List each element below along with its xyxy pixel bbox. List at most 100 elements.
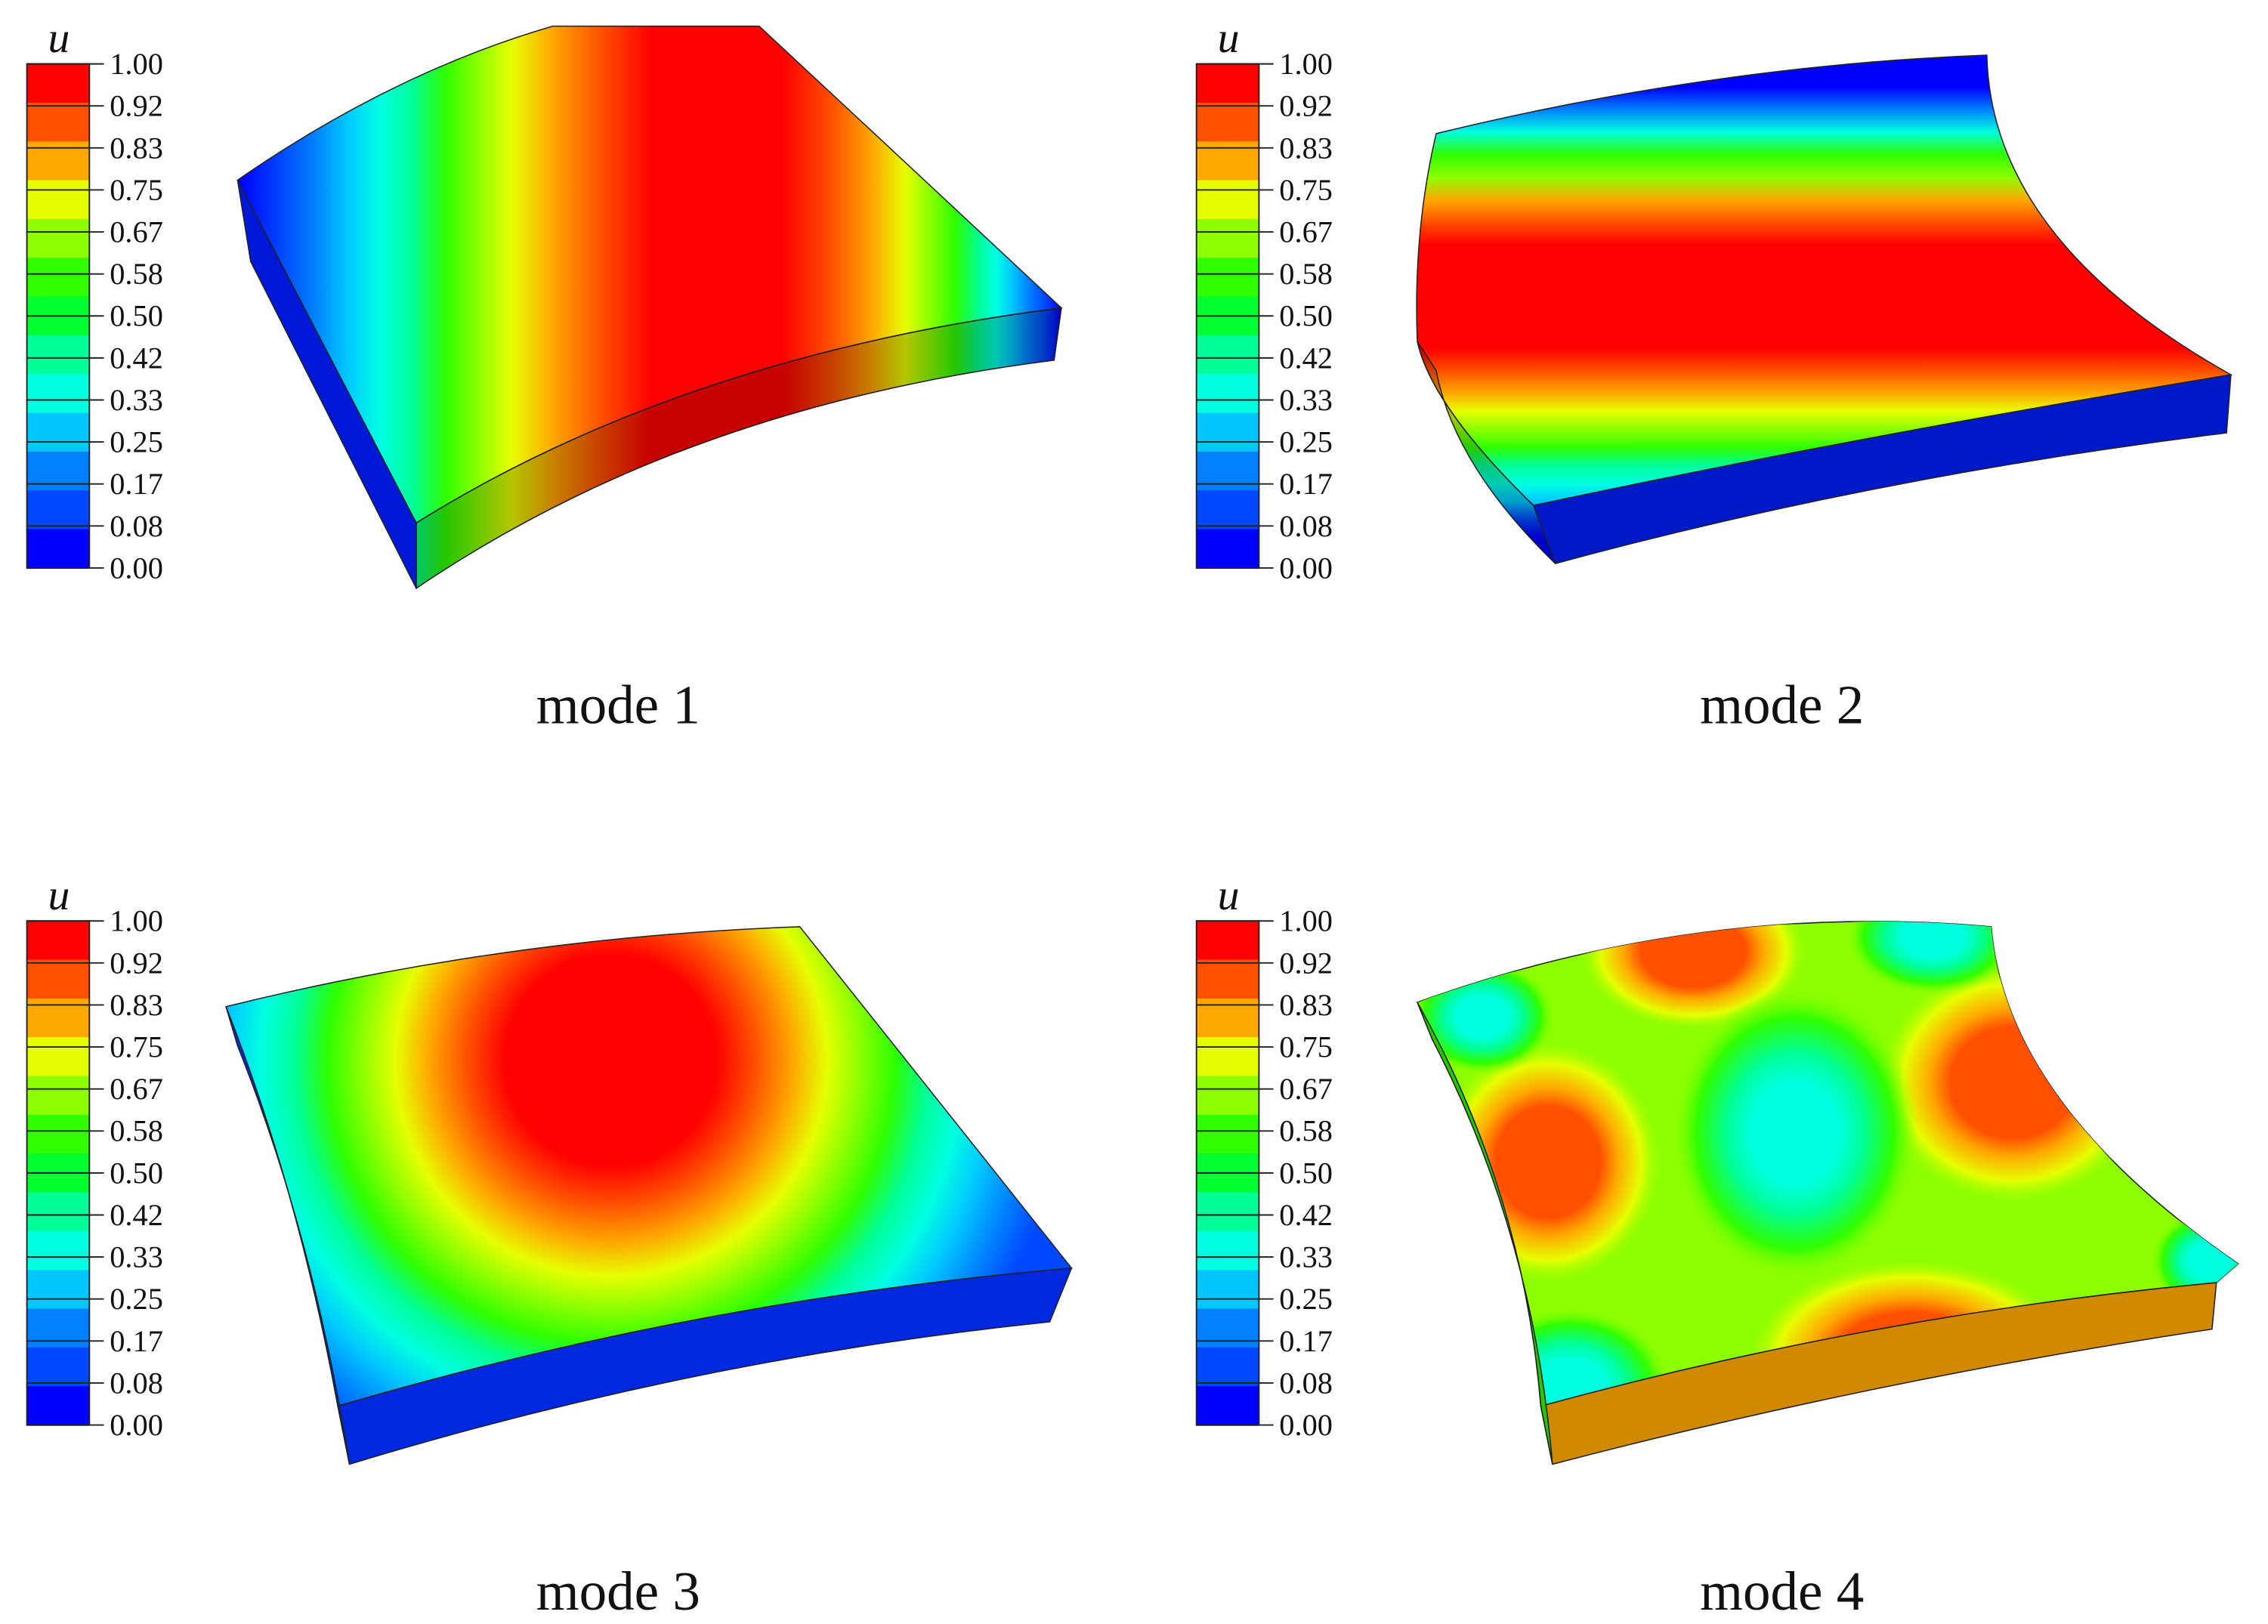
legend-band <box>26 63 90 104</box>
mode-2-plate <box>1416 54 2233 565</box>
legend-band <box>1196 1347 1259 1388</box>
legend-tick-label: 0.17 <box>110 1324 163 1358</box>
mode-2-label: mode 2 <box>1700 675 1864 736</box>
mode-1-label: mode 1 <box>536 675 700 736</box>
legend-band <box>26 1308 90 1349</box>
legend-symbol: u <box>1218 14 1240 62</box>
legend-tick-label: 0.50 <box>1279 1156 1333 1190</box>
legend-band <box>26 1037 90 1077</box>
legend-symbol: u <box>48 14 70 62</box>
legend-symbol: u <box>48 872 70 919</box>
legend-band <box>26 451 90 492</box>
legend-tick-label: 0.17 <box>110 467 163 501</box>
legend-tick-label: 0.00 <box>110 1408 163 1442</box>
legend-tick-label: 0.25 <box>110 1282 163 1316</box>
legend-tick-label: 0.92 <box>110 89 163 123</box>
legend-tick-label: 0.75 <box>1279 173 1333 207</box>
legend-band <box>26 412 90 453</box>
mode-4-label: mode 4 <box>1700 1561 1864 1622</box>
legend-tick-label: 1.00 <box>1279 904 1333 938</box>
legend-tick-label: 0.58 <box>110 1114 163 1148</box>
legend-band <box>26 529 90 570</box>
legend-band <box>1196 258 1259 298</box>
legend-tick-label: 0.33 <box>110 383 163 417</box>
legend-band <box>1196 1230 1259 1271</box>
legend-tick-label: 0.58 <box>1279 257 1333 291</box>
legend-tick-label: 0.00 <box>110 551 163 585</box>
legend-band <box>26 1386 90 1426</box>
legend-band <box>26 102 90 143</box>
legend-tick-label: 0.00 <box>1279 1408 1333 1442</box>
legend-tick-label: 0.08 <box>1279 1366 1333 1400</box>
legend-band <box>1196 1270 1259 1310</box>
legend-band <box>1196 1076 1259 1116</box>
legend-band <box>1196 1386 1259 1426</box>
mode-1-left-face <box>236 180 417 589</box>
legend-band <box>1196 1037 1259 1077</box>
legend-tick-label: 0.92 <box>1279 89 1333 123</box>
legend-band <box>1196 63 1259 104</box>
legend-band <box>1196 529 1259 570</box>
legend-band <box>1196 412 1259 453</box>
legend-tick-label: 0.58 <box>110 257 163 291</box>
legend-band <box>1196 102 1259 143</box>
legend-band <box>1196 218 1259 259</box>
legend-tick-label: 0.50 <box>110 299 163 333</box>
legend-tick-label: 0.08 <box>110 509 163 543</box>
mode-3-left-face <box>225 1006 351 1465</box>
legend-tick-label: 1.00 <box>110 904 163 938</box>
legend-tick-label: 1.00 <box>110 47 163 81</box>
mode-4-plate <box>1416 921 2239 1465</box>
legend-2: u 1.00 0.92 0.83 0.75 0.67 0.58 0.50 0.42 0.33 0.2… <box>1195 14 1333 585</box>
legend-tick-label: 0.42 <box>1279 1198 1333 1232</box>
mode-1-front-face-shade <box>416 307 1061 588</box>
legend-band <box>26 959 90 1000</box>
legend-tick-label: 0.92 <box>1279 946 1333 980</box>
legend-tick-label: 0.42 <box>1279 341 1333 375</box>
legend-tick-label: 1.00 <box>1279 47 1333 81</box>
legend-tick-label: 0.17 <box>1279 1324 1333 1358</box>
legend-band <box>26 218 90 259</box>
legend-tick-label: 0.75 <box>110 1030 163 1064</box>
legend-tick-label: 0.08 <box>1279 509 1333 543</box>
legend-band <box>26 374 90 414</box>
legend-band <box>26 180 90 221</box>
mode-1-plate <box>236 25 1063 590</box>
legend-tick-label: 0.25 <box>1279 1282 1333 1316</box>
legend-band <box>1196 374 1259 414</box>
legend-band <box>1196 959 1259 1000</box>
legend-tick-label: 0.67 <box>110 215 163 249</box>
legend-tick-label: 0.83 <box>110 988 163 1022</box>
legend-tick-label: 0.42 <box>110 1198 163 1232</box>
legend-tick-label: 0.00 <box>1279 551 1333 585</box>
legend-band <box>1196 490 1259 530</box>
legend-tick-label: 0.17 <box>1279 467 1333 501</box>
legend-band <box>1196 335 1259 375</box>
mode-2-left-face <box>1417 341 1556 564</box>
mode-4-left-face <box>1417 1002 1553 1465</box>
legend-band <box>26 1114 90 1155</box>
legend-tick-label: 0.92 <box>110 946 163 980</box>
legend-tick-label: 0.33 <box>1279 383 1333 417</box>
legend-4: u 1.00 0.92 0.83 0.75 0.67 0.58 0.50 0.42 0.33 0.2… <box>1195 872 1333 1442</box>
legend-tick-label: 0.58 <box>1279 1114 1333 1148</box>
legend-band <box>26 1076 90 1116</box>
legend-band <box>26 1347 90 1388</box>
legend-band <box>26 335 90 375</box>
mode-2-front-face <box>1532 374 2232 565</box>
legend-tick-label: 0.67 <box>1279 1072 1333 1106</box>
legend-band <box>26 1230 90 1271</box>
mode-3-plate <box>225 926 1073 1465</box>
legend-tick-label: 0.50 <box>110 1156 163 1190</box>
legend-tick-label: 0.33 <box>110 1240 163 1274</box>
legend-tick-label: 0.83 <box>110 131 163 165</box>
legend-band <box>26 1192 90 1233</box>
legend-band <box>26 490 90 530</box>
legend-tick-label: 0.75 <box>110 173 163 207</box>
legend-band <box>26 1270 90 1310</box>
legend-band <box>26 921 90 961</box>
legend-tick-label: 0.67 <box>110 1072 163 1106</box>
mode-3-label: mode 3 <box>536 1561 700 1622</box>
legend-3: u 1.00 0.92 0.83 0.75 0.67 0.58 0.50 0.42 0.33 0.2… <box>26 872 163 1442</box>
